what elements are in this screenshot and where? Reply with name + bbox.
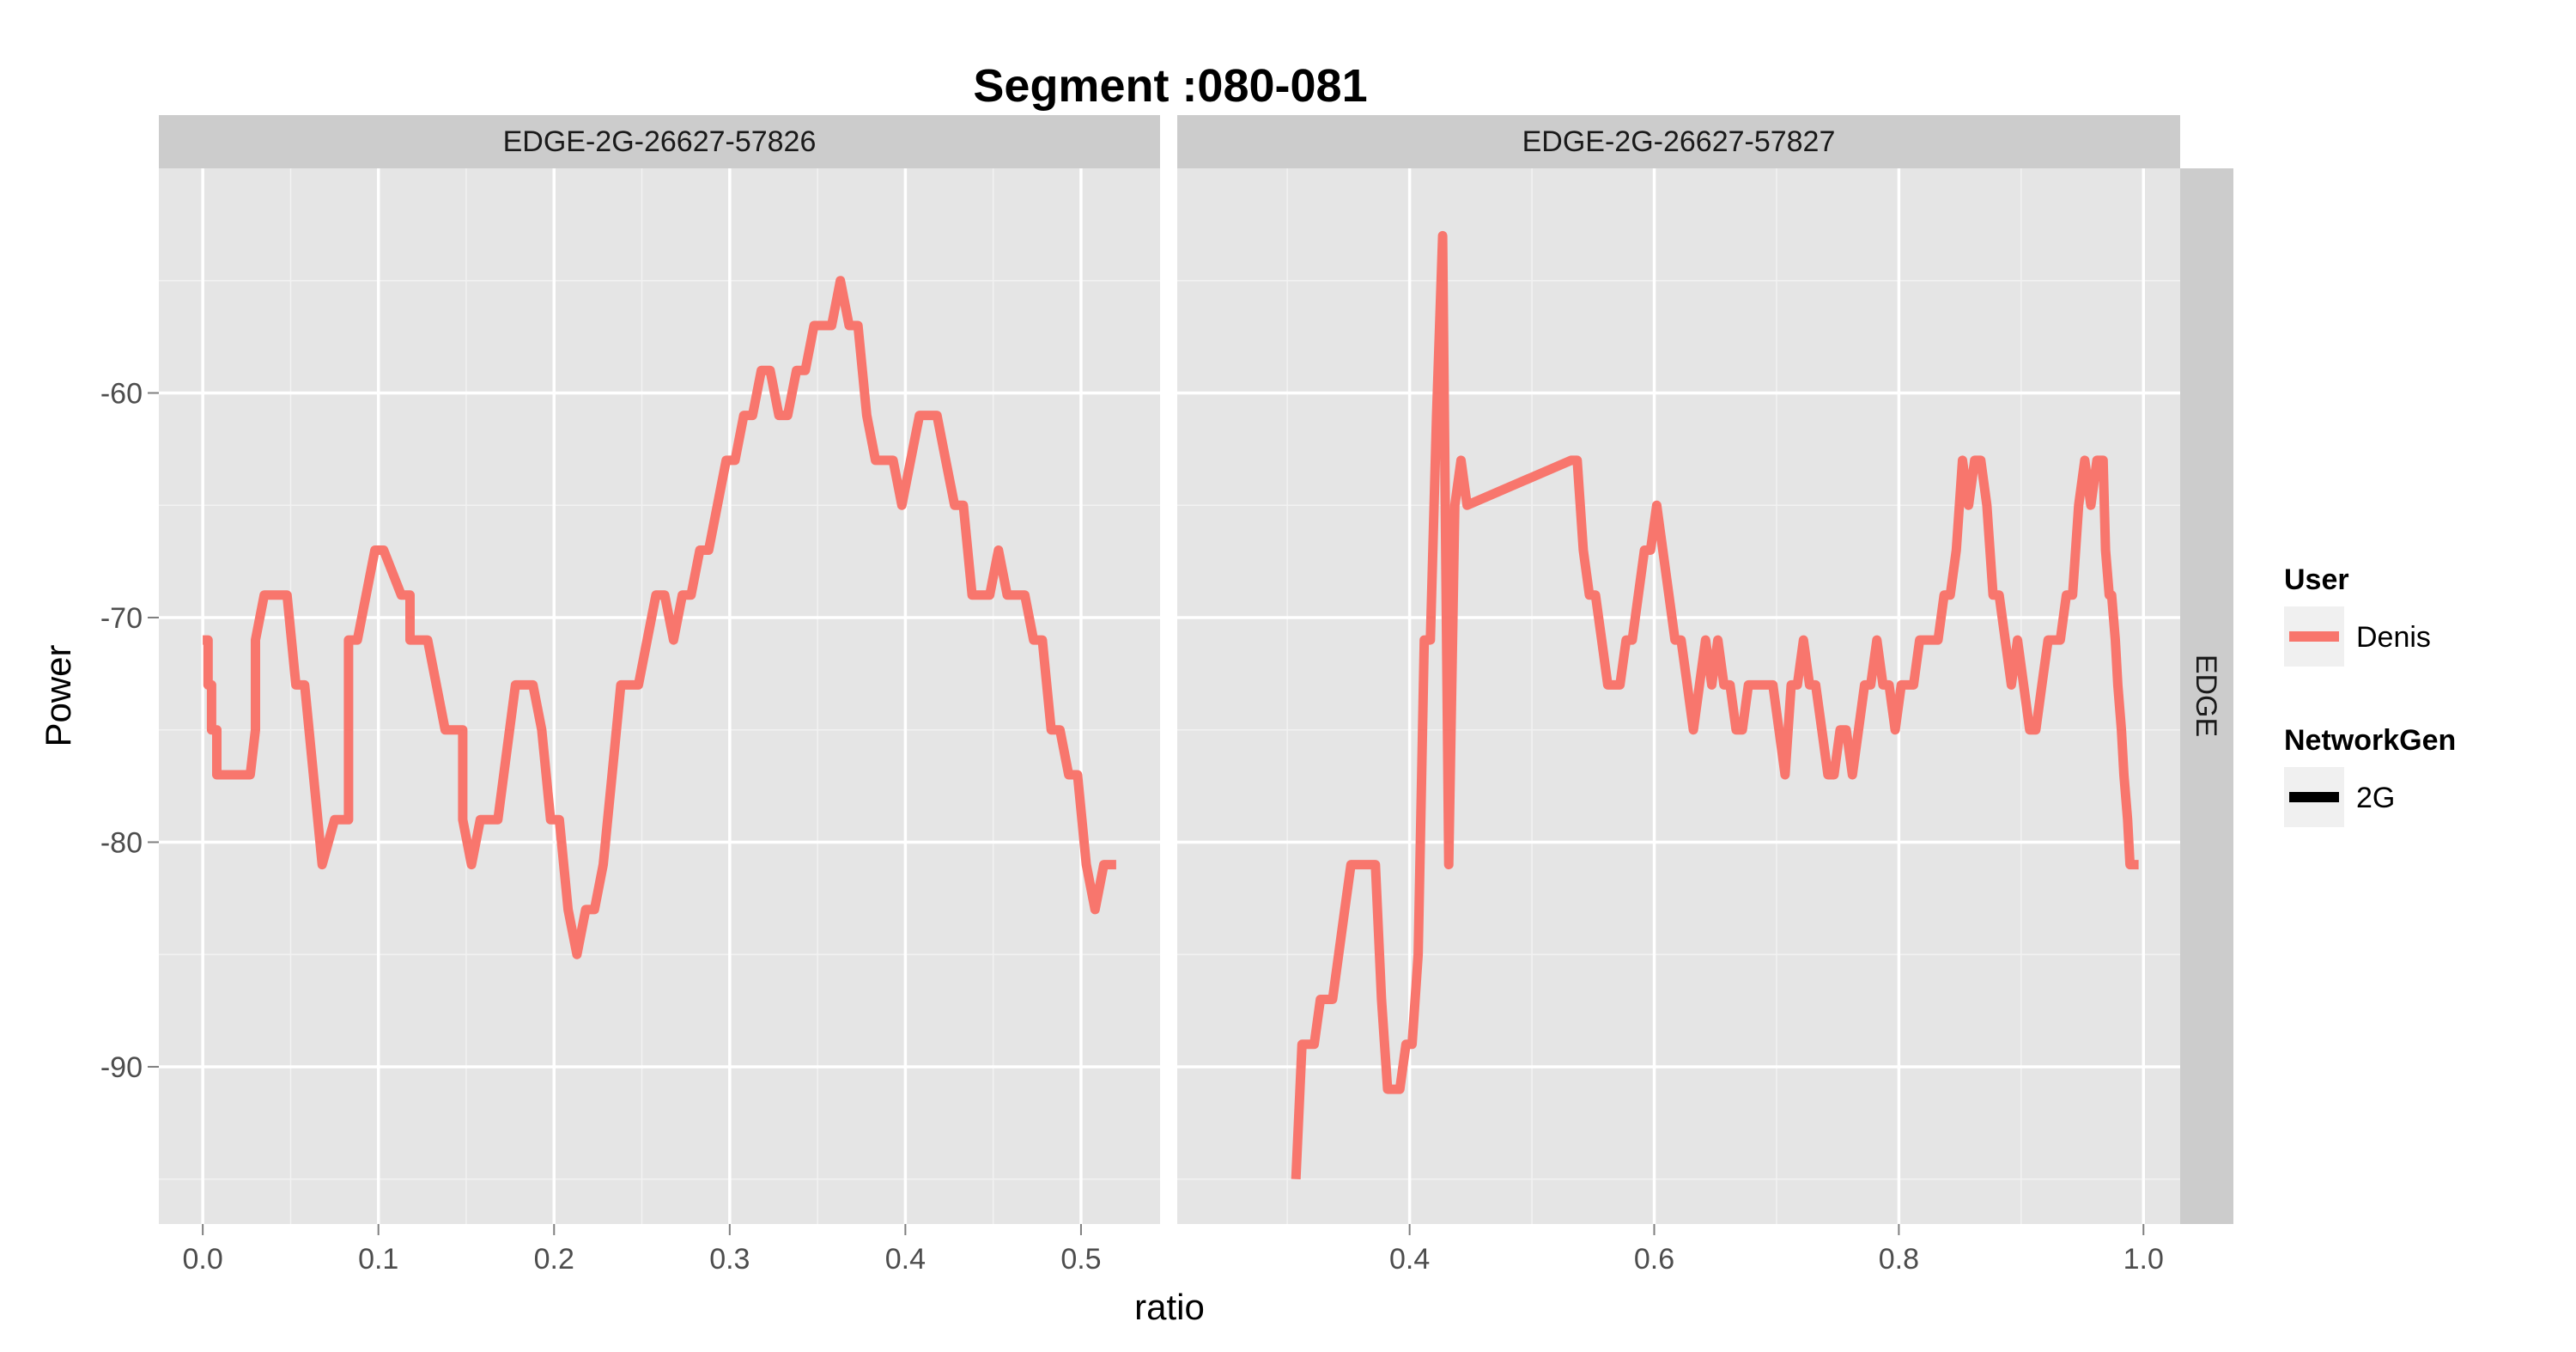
chart-title: Segment :080-081 <box>973 60 1367 112</box>
y-tick-label: -70 <box>100 602 143 635</box>
series-line-denis <box>1291 230 2142 1179</box>
y-axis-title: Power <box>38 644 78 746</box>
x-axis-ticks: 0.4 0.6 0.8 1.0 <box>1389 1224 2164 1276</box>
series-line-denis <box>203 276 1118 959</box>
facet-strip-57826 <box>159 115 1160 168</box>
legend-label-2g: 2G <box>2356 782 2395 814</box>
x-tick-label: 0.0 <box>183 1243 223 1276</box>
x-tick-label: 1.0 <box>2123 1243 2164 1276</box>
x-tick-label: 0.1 <box>358 1243 398 1276</box>
x-tick-label: 0.4 <box>1389 1243 1430 1276</box>
legend-title-networkgen: NetworkGen <box>2284 724 2456 757</box>
plot-panel-background <box>1177 168 2180 1224</box>
y-tick-label: -80 <box>100 826 143 859</box>
series-lines <box>203 276 1118 959</box>
x-tick-label: 0.6 <box>1634 1243 1674 1276</box>
gridlines <box>159 168 1160 1224</box>
facet-strip-57827 <box>1177 115 2180 168</box>
x-tick-label: 0.2 <box>534 1243 574 1276</box>
legend-title-user: User <box>2284 563 2349 596</box>
x-tick-label: 0.3 <box>709 1243 750 1276</box>
x-axis-title: ratio <box>1134 1287 1205 1327</box>
row-facet-strip <box>2180 168 2233 1224</box>
y-tick-label: -90 <box>100 1051 143 1084</box>
facet-strip-label-57827: EDGE-2G-26627-57827 <box>1522 125 1836 158</box>
facet-strip-label-57826: EDGE-2G-26627-57826 <box>503 125 817 158</box>
series-lines <box>1291 230 2142 1179</box>
x-axis-ticks: 0.0 0.1 0.2 0.3 0.4 0.5 <box>183 1224 1102 1276</box>
x-tick-label: 0.5 <box>1060 1243 1101 1276</box>
facet-panel-57826: EDGE-2G-26627-57826 0.0 0.1 0.2 0.3 0.4 0.5 <box>159 115 1160 1276</box>
x-tick-label: 0.8 <box>1879 1243 1919 1276</box>
y-tick-label: -60 <box>100 377 143 410</box>
y-axis-ticks: -90 -80 -70 -60 <box>100 377 159 1084</box>
legend: User Denis NetworkGen 2G <box>2284 563 2456 827</box>
x-tick-label: 0.4 <box>885 1243 926 1276</box>
row-facet-strip-label: EDGE <box>2190 655 2222 737</box>
legend-label-denis: Denis <box>2356 621 2431 654</box>
facet-panel-57827: EDGE-2G-26627-57827 0.4 0.6 0.8 1.0 <box>1177 115 2180 1276</box>
